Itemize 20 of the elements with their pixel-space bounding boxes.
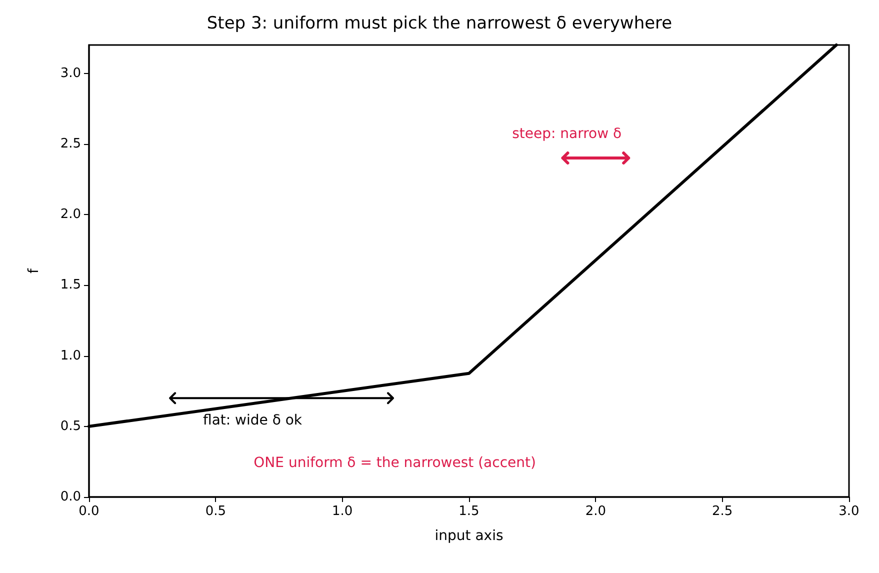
annotation: steep: narrow δ [512,126,622,142]
x-tick-label: 0.5 [205,504,226,519]
x-tick-label: 1.5 [458,504,480,519]
y-axis-title: f [26,267,42,274]
y-tick-label: 1.5 [60,278,81,293]
x-tick-label: 2.0 [585,504,606,519]
x-tick-label: 0.0 [78,504,100,519]
chart-title: Step 3: uniform must pick the narrowest δ everywhere [206,14,672,34]
x-tick-label: 3.0 [838,504,860,519]
y-tick-label: 0.5 [60,418,81,434]
y-tick-label: 1.0 [60,348,81,364]
x-tick-label: 1.0 [332,504,353,519]
y-tick-label: 2.0 [60,207,81,222]
x-tick-label: 2.5 [712,504,733,519]
x-axis-title: input axis [434,528,504,544]
annotation: flat: wide δ ok [203,412,303,429]
y-tick-label: 3.0 [60,66,81,81]
y-tick-label: 2.5 [60,136,81,152]
y-tick-label: 0.0 [60,490,81,504]
annotation: ONE uniform δ = the narrowest (accent) [254,455,536,472]
